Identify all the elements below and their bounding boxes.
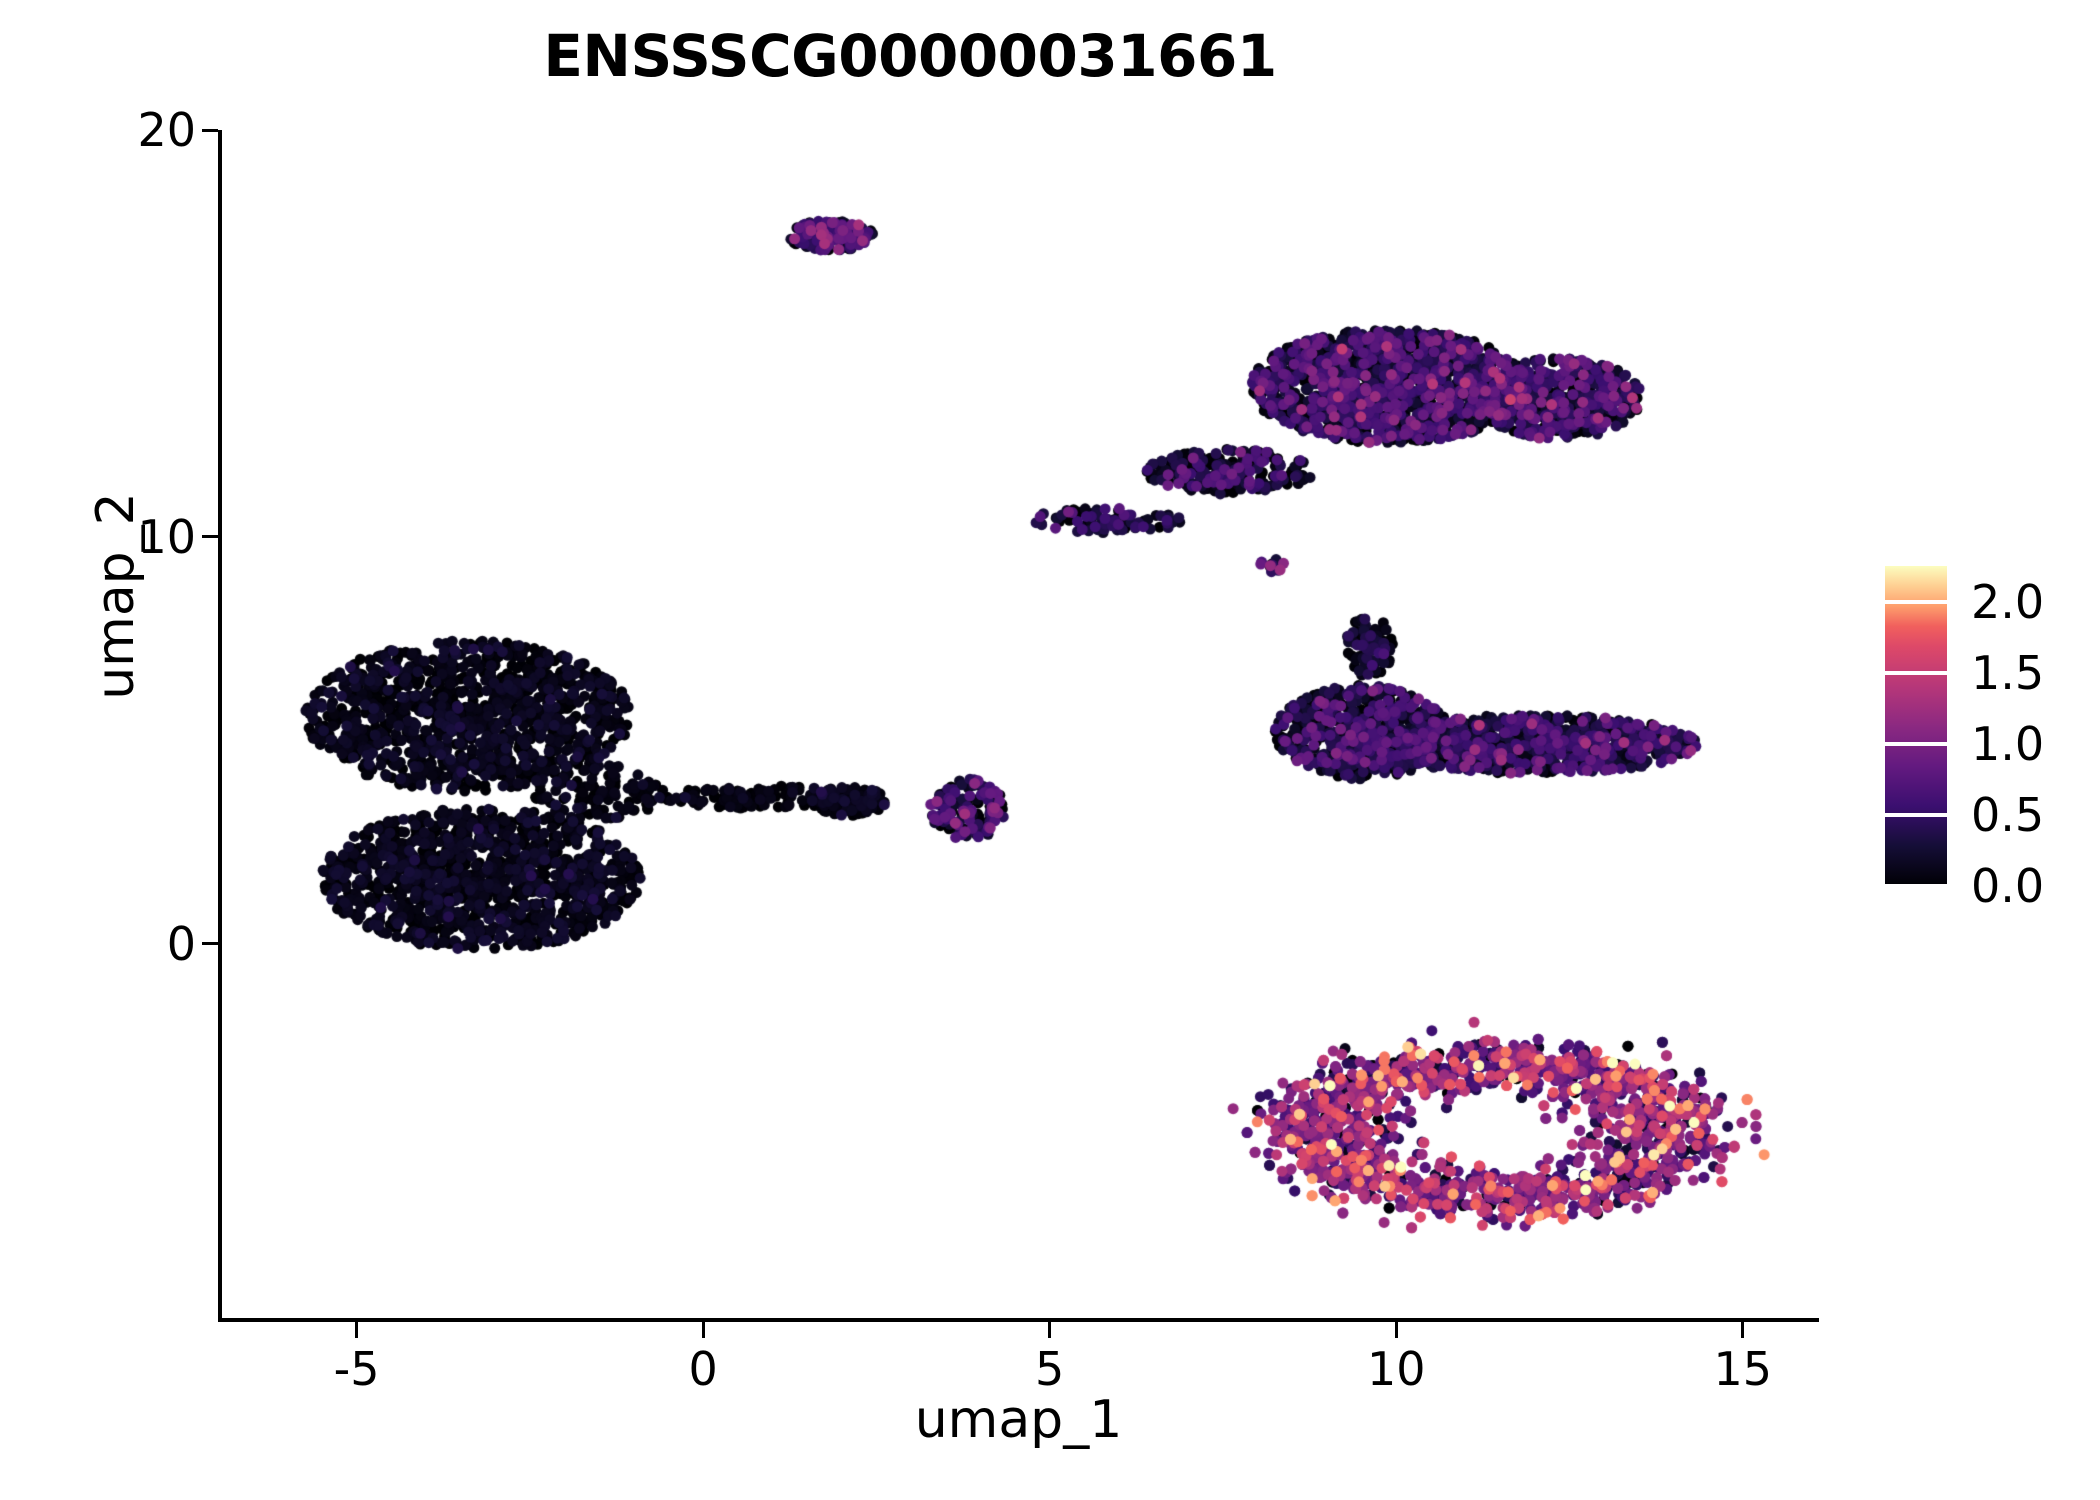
colorbar-gradient <box>1885 566 1947 886</box>
y-tick-mark <box>202 942 218 946</box>
x-tick-mark <box>701 1322 705 1338</box>
y-tick-label: 10 <box>137 509 196 564</box>
y-axis-spine <box>218 130 222 1322</box>
y-tick-mark <box>202 535 218 539</box>
x-tick-mark <box>355 1322 359 1338</box>
scatter-points-canvas <box>218 130 1819 1322</box>
colorbar-tick-mark <box>1885 741 1947 746</box>
colorbar-tick-mark <box>1885 599 1947 604</box>
x-tick-label: 0 <box>688 1342 718 1396</box>
y-tick-label: 0 <box>166 916 196 971</box>
colorbar-tick-label: 1.5 <box>1971 645 2045 700</box>
x-tick-mark <box>1394 1322 1398 1338</box>
page-title: ENSSSCG00000031661 <box>543 22 1277 90</box>
y-axis-label: umap_2 <box>86 492 146 700</box>
colorbar-tick-mark <box>1885 812 1947 817</box>
colorbar-tick-mark <box>1885 884 1947 888</box>
y-tick-label: 20 <box>137 103 196 157</box>
x-tick-label: 15 <box>1713 1342 1773 1396</box>
colorbar-tick-mark <box>1885 670 1947 675</box>
x-tick-label: -5 <box>333 1342 380 1396</box>
colorbar-tick-label: 0.5 <box>1971 787 2045 842</box>
y-tick-mark <box>202 128 218 132</box>
x-tick-mark <box>1741 1322 1745 1338</box>
colorbar-tick-label: 2.0 <box>1971 574 2045 629</box>
plot-axes: -5 0 5 10 15 0 10 20 <box>137 103 1819 1396</box>
colorbar: 0.0 0.5 1.0 1.5 2.0 <box>1885 566 2085 913</box>
x-tick-mark <box>1048 1322 1052 1338</box>
x-tick-label: 10 <box>1366 1342 1426 1396</box>
colorbar-tick-label: 0.0 <box>1971 859 2045 913</box>
x-tick-label: 5 <box>1035 1342 1065 1396</box>
x-axis-spine <box>218 1318 1819 1322</box>
x-axis-label: umap_1 <box>914 1390 1123 1450</box>
colorbar-tick-label: 1.0 <box>1971 716 2045 771</box>
